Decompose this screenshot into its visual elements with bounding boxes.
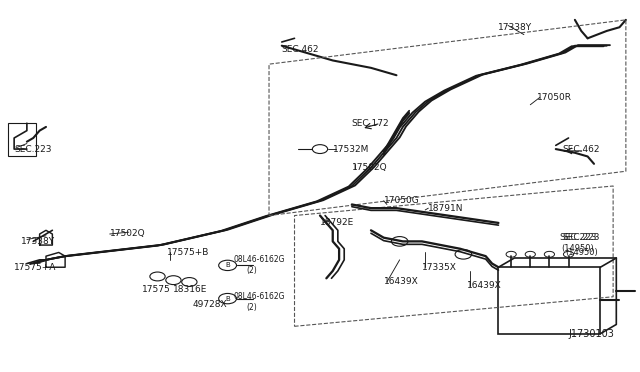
Text: B: B	[225, 262, 230, 268]
Text: 17338Y: 17338Y	[499, 23, 532, 32]
Text: (2): (2)	[246, 266, 257, 275]
Text: (14950): (14950)	[565, 248, 598, 257]
Text: 16439X: 16439X	[467, 281, 501, 290]
Text: 08L46-6162G: 08L46-6162G	[234, 255, 285, 264]
Text: 17050G: 17050G	[384, 196, 419, 205]
Bar	[499, 267, 600, 334]
Text: 18316E: 18316E	[173, 285, 208, 294]
Text: SEC.462: SEC.462	[282, 45, 319, 54]
Text: 17575+A: 17575+A	[14, 263, 56, 272]
Text: SEC.223: SEC.223	[14, 145, 52, 154]
Text: SEC.223: SEC.223	[562, 233, 600, 242]
Text: J1730103: J1730103	[568, 329, 614, 339]
Text: 17575+B: 17575+B	[167, 248, 209, 257]
Text: 17335X: 17335X	[422, 263, 457, 272]
Text: 17502Q: 17502Q	[109, 230, 145, 238]
Text: 18792E: 18792E	[320, 218, 355, 227]
Text: (2): (2)	[246, 303, 257, 312]
Bar	[8, 123, 36, 157]
Text: B: B	[225, 296, 230, 302]
Text: SEC.223: SEC.223	[559, 233, 596, 242]
Text: 17338Y: 17338Y	[20, 237, 54, 246]
Text: (14950): (14950)	[561, 244, 594, 253]
Text: 08L46-6162G: 08L46-6162G	[234, 292, 285, 301]
Text: 16439X: 16439X	[384, 278, 419, 286]
Text: SEC.172: SEC.172	[352, 119, 390, 128]
Text: 18791N: 18791N	[428, 203, 464, 213]
Text: SEC.462: SEC.462	[562, 145, 600, 154]
Text: 17050R: 17050R	[537, 93, 572, 102]
Text: 49728X: 49728X	[193, 300, 227, 309]
Text: 17532M: 17532M	[333, 145, 369, 154]
Text: 17575: 17575	[141, 285, 170, 294]
Text: 17502Q: 17502Q	[352, 163, 387, 172]
